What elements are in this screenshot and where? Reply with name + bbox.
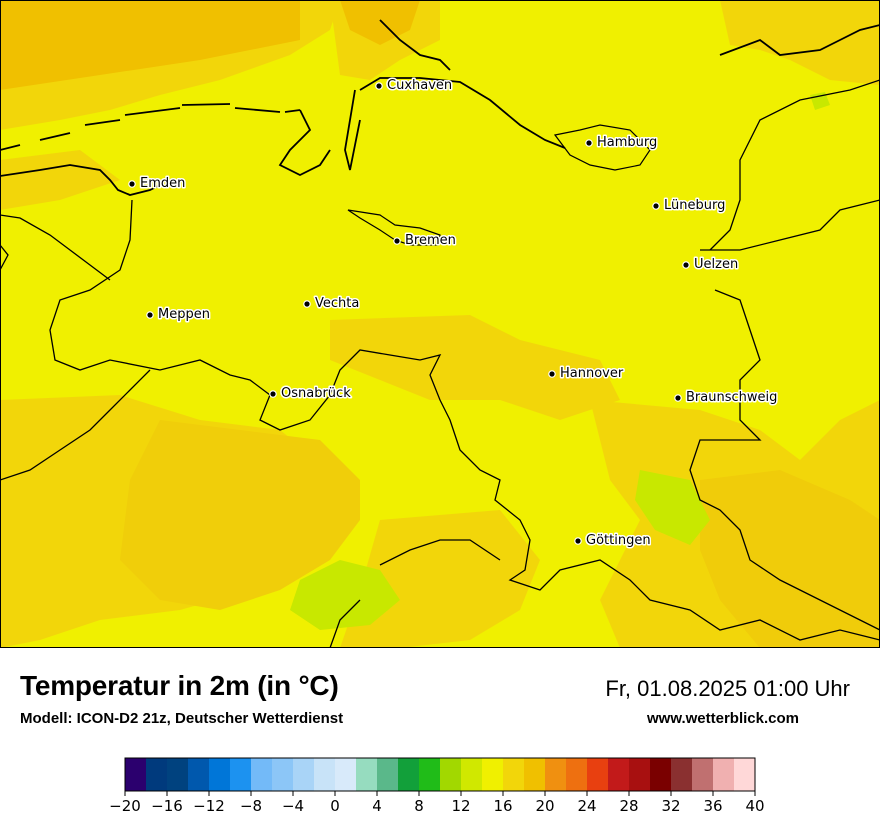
city-label: Emden [140, 176, 185, 191]
coastlines [0, 19, 880, 196]
city-marker: Cuxhaven [375, 77, 454, 95]
scale-tick-label: 12 [451, 797, 470, 815]
city-dot [128, 180, 136, 188]
bremen-border [347, 209, 441, 246]
scale-cell [734, 758, 756, 791]
scale-cell [230, 758, 252, 791]
city-dot [303, 300, 311, 308]
scale-tick-label: 8 [414, 797, 424, 815]
scale-tick-label: 24 [577, 797, 596, 815]
city-label: Osnabrück [281, 386, 351, 401]
scale-tick-label: 4 [372, 797, 382, 815]
scale-cell [671, 758, 693, 791]
model-subtitle: Modell: ICON-D2 21z, Deutscher Wetterdie… [20, 710, 344, 727]
city-dot [393, 237, 401, 245]
city-dot [375, 82, 383, 90]
city-label: Hamburg [597, 135, 657, 150]
scale-frame [124, 757, 756, 792]
scale-cell [419, 758, 441, 791]
scale-cell [503, 758, 525, 791]
scale-cell [440, 758, 462, 791]
scale-cell [335, 758, 357, 791]
scale-cell [482, 758, 504, 791]
city-marker: Braunschweig [674, 389, 779, 407]
city-marker: Lüneburg [652, 197, 727, 215]
scale-cell [188, 758, 210, 791]
scale-cell [608, 758, 630, 791]
scale-tick-label: −12 [193, 797, 225, 815]
scale-cell [125, 758, 147, 791]
city-label: Vechta [315, 296, 359, 311]
city-dot [548, 370, 556, 378]
scale-cell [293, 758, 315, 791]
city-marker: Hannover [548, 365, 625, 383]
hamburg-border [553, 124, 651, 171]
scale-cell [167, 758, 189, 791]
scale-tick-label: 28 [619, 797, 638, 815]
city-label: Uelzen [694, 257, 738, 272]
city-marker: Uelzen [682, 256, 740, 274]
map-canvas: Cuxhaven Hamburg Emden Lüneburg Bremen Uelzen… [0, 0, 880, 648]
city-label: Meppen [158, 307, 210, 322]
city-label: Braunschweig [686, 390, 777, 405]
city-dot [652, 202, 660, 210]
scale-tick-label: −8 [240, 797, 262, 815]
scale-cell [398, 758, 420, 791]
scale-cell [692, 758, 714, 791]
scale-cell [377, 758, 399, 791]
scale-tick-label: 32 [661, 797, 680, 815]
map-title: Temperatur in 2m (in °C) [20, 670, 339, 701]
city-marker: Bremen [393, 232, 457, 250]
scale-cell [713, 758, 735, 791]
scale-tick-label: 20 [535, 797, 554, 815]
scale-cell [272, 758, 294, 791]
scale-tick-label: 36 [703, 797, 722, 815]
city-markers: Cuxhaven Hamburg Emden Lüneburg Bremen Uelzen… [128, 77, 779, 550]
scale-tick-label: 0 [330, 797, 340, 815]
scale-tick-label: 16 [493, 797, 512, 815]
city-dot [269, 390, 277, 398]
scale-tick-label: −20 [109, 797, 141, 815]
city-marker: Hamburg [585, 134, 659, 152]
city-dot [585, 139, 593, 147]
temperature-map[interactable]: Cuxhaven Hamburg Emden Lüneburg Bremen Uelzen… [0, 0, 880, 648]
city-marker: Emden [128, 175, 187, 193]
city-marker: Meppen [146, 306, 211, 324]
scale-cell [356, 758, 378, 791]
website-link[interactable]: www.wetterblick.com [647, 710, 799, 727]
city-label: Lüneburg [664, 198, 725, 213]
footer: Temperatur in 2m (in °C) Modell: ICON-D2… [0, 648, 880, 830]
city-dot [574, 537, 582, 545]
state-borders [0, 79, 880, 648]
city-dot [682, 261, 690, 269]
scale-cell [650, 758, 672, 791]
scale-cell [209, 758, 231, 791]
scale-cell [566, 758, 588, 791]
scale-cell [545, 758, 567, 791]
city-dot [146, 311, 154, 319]
city-marker: Vechta [303, 295, 361, 313]
scale-cell [629, 758, 651, 791]
scale-cell [587, 758, 609, 791]
warm-areas [0, 0, 880, 648]
color-scale-cells [124, 757, 756, 792]
city-label: Göttingen [586, 533, 651, 548]
city-marker: Göttingen [574, 532, 652, 550]
city-label: Hannover [560, 366, 624, 381]
scale-cell [314, 758, 336, 791]
city-label: Cuxhaven [387, 78, 452, 93]
scale-tick-label: −16 [151, 797, 183, 815]
scale-tick-label: −4 [282, 797, 304, 815]
scale-cell [524, 758, 546, 791]
scale-cell [146, 758, 168, 791]
forecast-datetime: Fr, 01.08.2025 01:00 Uhr [605, 676, 850, 701]
city-dot [674, 394, 682, 402]
scale-cell [251, 758, 273, 791]
city-marker: Osnabrück [269, 385, 353, 403]
color-scale-ticks: −20 −16 −12 −8 −4 0 4 8 12 16 20 24 28 32 36 40 [109, 791, 765, 815]
scale-tick-label: 40 [745, 797, 764, 815]
city-label: Bremen [405, 233, 456, 248]
scale-cell [461, 758, 483, 791]
color-scale-legend: −20 −16 −12 −8 −4 0 4 8 12 16 20 24 28 32 36 40 [109, 757, 765, 815]
